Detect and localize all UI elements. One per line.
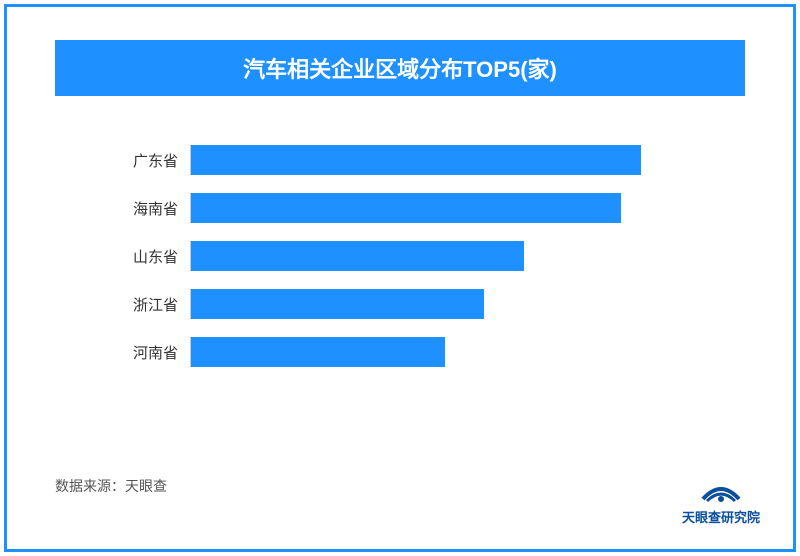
bar-row: 海南省 <box>120 193 680 223</box>
bar-track <box>190 145 680 175</box>
bar-row: 广东省 <box>120 145 680 175</box>
bar-track <box>190 337 680 367</box>
chart-area: 广东省海南省山东省浙江省河南省 <box>120 145 680 385</box>
footer-logo: 天眼查研究院 <box>682 475 760 526</box>
bar-fill <box>191 289 484 319</box>
bar-label: 海南省 <box>120 198 190 219</box>
bar-track <box>190 193 680 223</box>
logo-name: 天眼查研究院 <box>682 507 760 526</box>
title-bar: 汽车相关企业区域分布TOP5(家) <box>55 40 745 96</box>
source-value: 天眼查 <box>125 478 167 494</box>
data-source: 数据来源：天眼查 <box>55 476 167 496</box>
bar-track <box>190 289 680 319</box>
bar-label: 广东省 <box>120 150 190 171</box>
chart-title: 汽车相关企业区域分布TOP5(家) <box>243 52 557 84</box>
logo-icon <box>697 475 745 505</box>
bar-row: 浙江省 <box>120 289 680 319</box>
bar-fill <box>191 145 641 175</box>
bar-row: 山东省 <box>120 241 680 271</box>
bar-fill <box>191 193 621 223</box>
bar-label: 山东省 <box>120 246 190 267</box>
source-label: 数据来源： <box>55 478 125 494</box>
bar-fill <box>191 241 524 271</box>
bar-label: 浙江省 <box>120 294 190 315</box>
bar-row: 河南省 <box>120 337 680 367</box>
bar-fill <box>191 337 445 367</box>
bar-label: 河南省 <box>120 342 190 363</box>
bar-track <box>190 241 680 271</box>
